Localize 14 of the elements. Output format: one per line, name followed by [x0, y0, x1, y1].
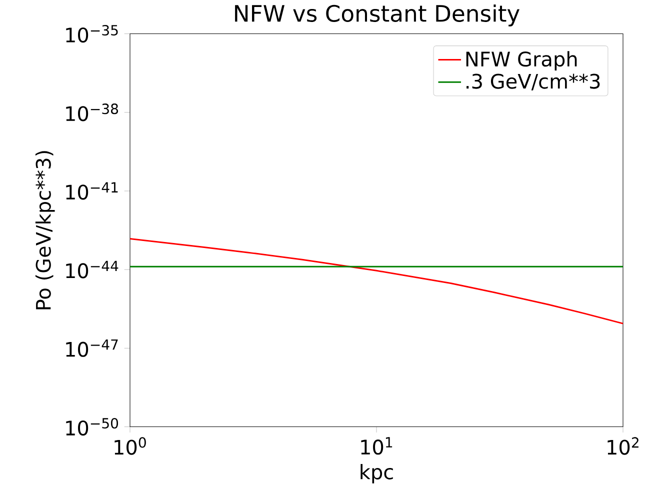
x-axis-title: kpc — [360, 464, 393, 484]
legend-label: NFW Graph — [466, 51, 577, 71]
y-tick-label: 10$^{−47}$ — [66, 340, 118, 358]
y-tick-label: 10$^{−38}$ — [66, 104, 118, 122]
y-tick-label: 10$^{−35}$ — [66, 25, 118, 43]
x-tick-label: 10$^{1}$ — [361, 437, 392, 455]
y-tick-label: 10$^{−41}$ — [66, 182, 118, 200]
chart-title: NFW vs Constant Density — [235, 4, 520, 26]
x-tick-label: 10$^{0}$ — [114, 437, 146, 455]
y-tick-label: 10$^{−50}$ — [66, 418, 118, 436]
x-tick-label: 10$^{2}$ — [608, 437, 638, 455]
y-axis-title: Po (GeV/kpc**3) — [35, 151, 55, 310]
y-tick-label: 10$^{−44}$ — [66, 260, 118, 278]
legend-label: .3 GeV/cm**3 — [466, 74, 600, 91]
